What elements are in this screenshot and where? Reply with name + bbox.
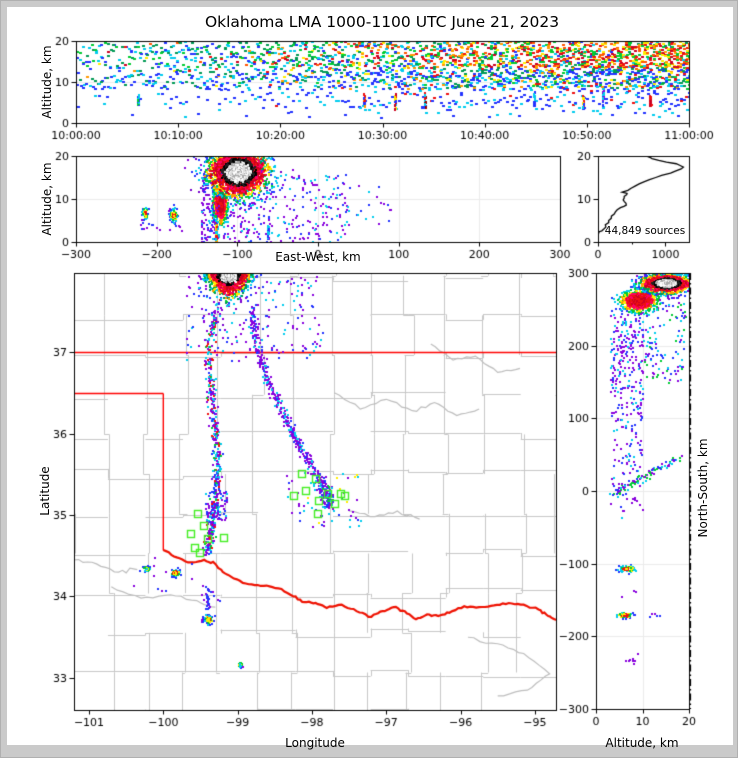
x-axis-label-ns-panel: Altitude, km (605, 736, 679, 750)
x-axis-label-map: Longitude (285, 736, 345, 750)
y-axis-label-ew-panel: Altitude, km (40, 162, 54, 236)
y-axis-label-time-panel: Altitude, km (40, 45, 54, 119)
page-title: Oklahoma LMA 1000-1100 UTC June 21, 2023 (204, 13, 560, 31)
x-axis-label-ew-panel: East-West, km (275, 250, 361, 264)
y-axis-label-map: Latitude (38, 466, 52, 516)
y-axis-label-ns-panel: North-South, km (696, 438, 710, 538)
source-count-annotation: 44,849 sources (604, 225, 686, 237)
